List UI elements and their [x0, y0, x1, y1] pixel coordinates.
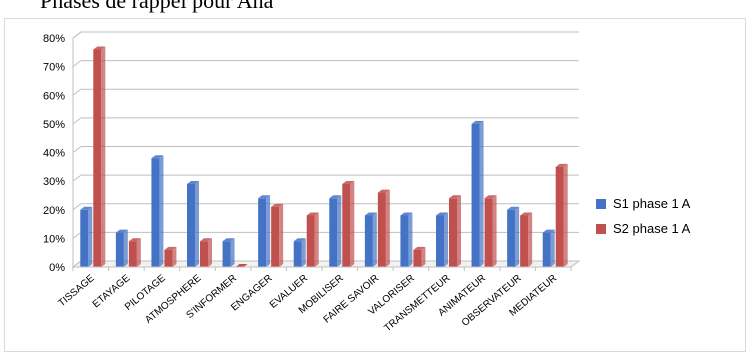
bar-s1: [80, 206, 93, 267]
gridline: [72, 88, 579, 96]
y-tick-label: 80%: [43, 33, 65, 45]
bar-s2: [235, 264, 248, 267]
gridline: [72, 174, 579, 182]
bar-s1: [507, 206, 520, 267]
legend-swatch: [596, 224, 606, 234]
bar-s1: [329, 195, 342, 267]
bar-s1: [400, 212, 413, 267]
y-tick-label: 0%: [49, 262, 65, 274]
bar-s1: [258, 195, 271, 267]
gridline: [72, 203, 579, 211]
bar-s2: [342, 180, 355, 267]
x-tick-label: TRANSMETTEUR: [382, 273, 452, 334]
y-tick-label: 60%: [43, 90, 65, 102]
plot-floor: [71, 260, 581, 268]
bar-s1: [222, 238, 235, 267]
gridline: [72, 146, 579, 153]
bar-s1: [115, 229, 128, 267]
gridline: [72, 31, 579, 39]
y-tick-label: 20%: [43, 205, 65, 217]
bar-s1: [187, 180, 199, 267]
bar-s2: [164, 246, 177, 267]
y-tick-label: 30%: [43, 176, 65, 188]
y-tick-label: 10%: [43, 233, 65, 245]
bar-s2: [271, 203, 284, 267]
chart-heading: Phases de rappel pour Ana: [40, 0, 274, 13]
gridline: [72, 60, 579, 68]
y-tick-label: 50%: [43, 119, 65, 131]
bar-s2: [200, 238, 212, 267]
bar-s1: [436, 212, 448, 267]
bar-s2: [413, 246, 426, 267]
bar-s2: [484, 195, 497, 267]
bar-s2: [306, 212, 319, 267]
bar-s1: [471, 120, 484, 267]
legend-label: S1 phase 1 A: [613, 196, 691, 211]
bar-s2: [449, 195, 461, 267]
y-tick-label: 40%: [43, 148, 65, 160]
bar-s1: [151, 155, 164, 267]
gridline: [72, 117, 579, 125]
bar-s1: [293, 238, 306, 267]
legend-label: S2 phase 1 A: [613, 221, 691, 236]
legend-swatch: [596, 199, 606, 209]
bar-s2: [377, 189, 390, 267]
bar-s2: [93, 46, 106, 268]
x-tick-label: TISSAGE: [56, 273, 97, 310]
bar-chart: 0%10%20%30%40%50%60%70%80%TISSAGEETAYAGE…: [43, 31, 691, 334]
chart-area: 0% 10% 20% 30% 40% 50% 60% 70% 80% TISSAGE ETAYAGE…: [4, 18, 746, 352]
bar-s2: [128, 238, 141, 267]
bar-s1: [364, 212, 377, 267]
y-tick-label: 70%: [43, 62, 65, 74]
bar-s2: [555, 163, 568, 267]
bar-s1: [542, 229, 555, 267]
bar-s2: [520, 212, 533, 267]
